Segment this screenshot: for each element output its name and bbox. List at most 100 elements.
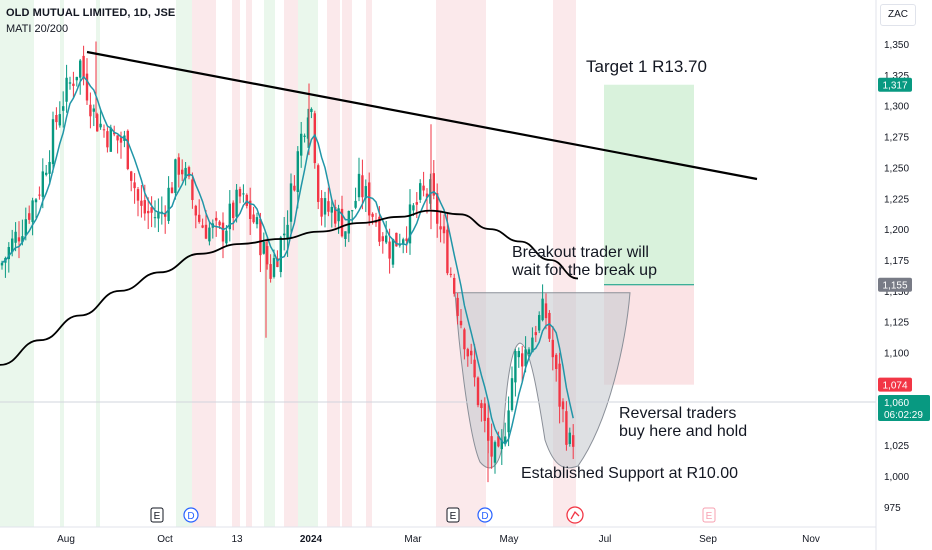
candle-body	[215, 217, 218, 221]
candle-body	[419, 183, 422, 200]
candle-body	[300, 133, 303, 156]
candle-body	[561, 401, 565, 410]
signal-band	[246, 0, 252, 527]
time-tick-label: Mar	[404, 534, 422, 545]
candle-body	[201, 225, 204, 228]
candle-body	[208, 227, 211, 242]
dividend-marker-label: D	[187, 511, 194, 522]
candle-body	[415, 202, 418, 205]
candle-body	[130, 171, 133, 181]
candle-body	[92, 108, 95, 112]
candle-body	[500, 440, 503, 450]
candle-body	[140, 200, 143, 206]
candle-body	[306, 117, 310, 139]
price-tick-label: 1,275	[884, 133, 909, 144]
candle-body	[527, 349, 531, 355]
candle-body	[255, 217, 259, 225]
candle-body	[218, 221, 221, 226]
candle-body	[198, 214, 201, 222]
candle-body	[510, 378, 514, 411]
earnings-marker	[150, 507, 164, 523]
price-tick-label: 1,175	[884, 256, 909, 267]
candle-body	[252, 214, 255, 223]
candle-body	[296, 151, 299, 193]
candle-body	[11, 238, 14, 253]
candle-body	[170, 187, 174, 194]
candle-body	[493, 442, 497, 463]
candle-body	[113, 132, 116, 135]
candle-body	[89, 104, 92, 117]
candle-body	[572, 435, 575, 447]
price-tag-box	[878, 77, 912, 92]
candle-body	[364, 186, 367, 199]
dividend-marker	[183, 507, 199, 523]
candle-body	[249, 200, 252, 219]
candle-body	[310, 108, 313, 113]
candle-body	[51, 119, 55, 165]
candle-body	[432, 173, 435, 196]
cup-pattern-shape	[454, 292, 631, 469]
candle-body	[466, 349, 469, 357]
candle-body	[109, 127, 112, 152]
candle-body	[453, 277, 456, 294]
candle-body	[439, 226, 442, 230]
candle-body	[514, 351, 517, 383]
candle-body	[133, 182, 136, 189]
candle-body	[313, 113, 316, 164]
last-price-tag	[878, 394, 930, 421]
candle-body	[99, 123, 102, 128]
candlestick-series	[0, 41, 575, 483]
candle-body	[283, 233, 286, 236]
support-annotation: Established Support at R10.00	[521, 465, 739, 482]
signal-band	[192, 0, 216, 527]
time-tick-label: Oct	[157, 534, 173, 545]
candle-body	[259, 218, 262, 256]
candle-body	[7, 247, 10, 260]
candle-body	[388, 241, 391, 259]
candle-body	[568, 432, 571, 444]
candle-body	[58, 114, 61, 126]
candle-body	[422, 185, 425, 191]
candle-body	[344, 231, 347, 239]
candle-body	[378, 216, 381, 242]
candle-body	[544, 303, 548, 319]
candle-body	[24, 219, 27, 236]
candle-body	[28, 213, 31, 220]
candle-body	[160, 211, 163, 213]
currency-label: ZAC	[888, 9, 908, 20]
candle-body	[483, 403, 486, 421]
candle-body	[238, 188, 242, 197]
price-tick-label: 1,100	[884, 349, 909, 360]
dividend-marker-label: D	[481, 511, 488, 522]
candle-body	[395, 232, 398, 247]
candle-body	[531, 337, 534, 353]
currency-button[interactable]: ZAC	[880, 4, 916, 26]
split-event-icon	[566, 506, 584, 524]
signal-band	[176, 0, 192, 527]
price-tag-box	[878, 277, 912, 292]
candle-body	[412, 205, 415, 211]
target-annotation: Target 1 R13.70	[586, 57, 707, 76]
earnings-marker	[446, 507, 460, 523]
candle-body	[473, 359, 476, 378]
candle-body	[177, 157, 180, 175]
indicator-label: MATI 20/200	[6, 23, 69, 35]
candle-body	[303, 135, 306, 137]
price-axis: 1,350 1,325 1,300 1,275 1,250 1,225 1,200 1,175…	[884, 40, 909, 514]
candle-body	[524, 349, 527, 367]
candle-body	[449, 273, 452, 275]
candle-body	[79, 60, 82, 78]
candle-body	[96, 114, 99, 132]
split-event-icon-glyph	[570, 510, 580, 520]
resistance-trendline[interactable]	[86, 50, 758, 181]
price-tick-label: 1,250	[884, 163, 909, 174]
signal-band	[0, 0, 12, 527]
candle-body	[262, 241, 265, 254]
reversal-annotation-line2: buy here and hold	[619, 423, 748, 440]
candle-body	[31, 200, 34, 222]
signal-band	[232, 0, 240, 527]
candle-body	[456, 297, 459, 316]
candle-body	[381, 236, 384, 242]
